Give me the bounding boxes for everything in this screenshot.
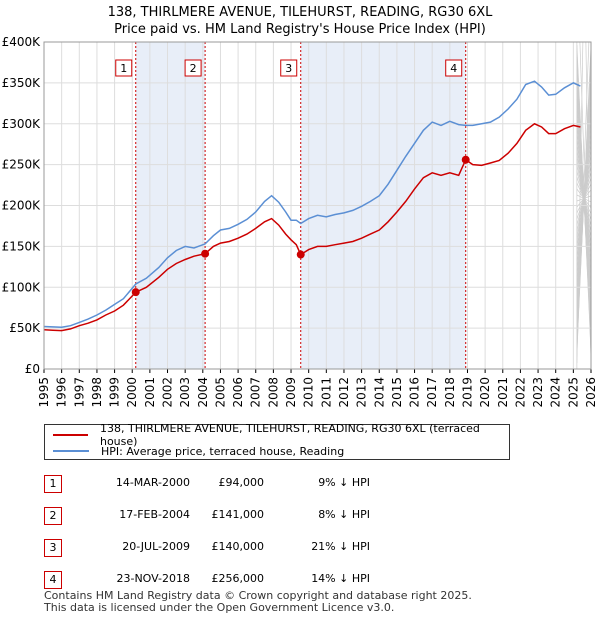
legend-label-property: 138, THIRLMERE AVENUE, TILEHURST, READIN… xyxy=(99,422,480,448)
x-tick-label: 1995 xyxy=(37,377,51,408)
x-tick-label: 2009 xyxy=(284,377,298,408)
y-tick-label: £50K xyxy=(9,321,41,335)
sale-date: 23-NOV-2018 xyxy=(116,572,190,585)
x-tick-label: 2021 xyxy=(496,377,510,408)
legend-item-hpi: HPI: Average price, terraced house, Read… xyxy=(53,443,344,459)
sale-marker-label: 3 xyxy=(285,62,292,75)
plot-border xyxy=(43,41,592,370)
footer-line1: Contains HM Land Registry data © Crown c… xyxy=(44,589,472,602)
x-tick-label: 2025 xyxy=(566,377,580,408)
legend-swatch-property xyxy=(53,434,88,436)
x-tick-label: 2010 xyxy=(302,377,316,408)
chart-title-line2: Price paid vs. HM Land Registry's House … xyxy=(114,22,486,37)
x-tick-label: 2001 xyxy=(143,377,157,408)
y-tick-label: £0 xyxy=(25,362,40,376)
y-tick-label: £100K xyxy=(2,280,42,294)
sale-marker-box xyxy=(115,59,133,77)
sale-number-badge: 4 xyxy=(44,571,62,589)
forecast-hatch xyxy=(579,41,592,358)
y-tick-label: £350K xyxy=(2,76,42,90)
sale-date: 20-JUL-2009 xyxy=(122,540,190,553)
sale-marker-box xyxy=(280,59,298,77)
x-tick-label: 2016 xyxy=(408,377,422,408)
x-tick-label: 2011 xyxy=(319,377,333,408)
y-tick-label: £400K xyxy=(2,35,42,49)
x-tick-label: 2000 xyxy=(125,377,139,408)
forecast-hatch xyxy=(585,41,592,364)
legend-label-hpi: HPI: Average price, terraced house, Read… xyxy=(101,444,345,458)
y-tick-label: £150K xyxy=(2,239,42,253)
sale-number-badge: 1 xyxy=(44,475,62,493)
x-tick-label: 1996 xyxy=(55,377,69,408)
sale-marker-box xyxy=(445,59,463,77)
sale-point xyxy=(201,249,210,258)
y-tick-label: £200K xyxy=(2,199,42,213)
sale-hpi-diff: 14% ↓ HPI xyxy=(311,572,370,585)
sale-price: £140,000 xyxy=(211,540,265,553)
sale-number-badge: 3 xyxy=(44,539,62,557)
sale-point xyxy=(461,155,470,164)
sale-point xyxy=(296,250,305,259)
table-row: 2 17-FEB-2004 £141,000 8% ↓ HPI xyxy=(40,501,500,533)
hpi-line xyxy=(43,80,581,329)
sale-marker-label: 2 xyxy=(190,62,197,75)
footer-line2: This data is licensed under the Open Gov… xyxy=(44,601,395,614)
legend-swatch-hpi xyxy=(53,450,89,452)
x-tick-label: 2007 xyxy=(249,377,263,408)
x-tick-label: 2004 xyxy=(196,377,210,408)
price-chart: £0 £50K £100K £150K £200K £250K £300K £350K £400… xyxy=(2,35,598,408)
x-tick-label: 1999 xyxy=(108,377,122,408)
x-tick-label: 2023 xyxy=(531,377,545,408)
x-tick-label: 2015 xyxy=(390,377,404,408)
x-tick-label: 2024 xyxy=(549,377,563,408)
sale-price: £256,000 xyxy=(211,572,265,585)
property-price-line xyxy=(43,122,581,332)
sale-point xyxy=(131,288,140,297)
x-tick-label: 2020 xyxy=(478,377,492,408)
table-row: 1 14-MAR-2000 £94,000 9% ↓ HPI xyxy=(40,469,500,501)
legend-item-property: 138, THIRLMERE AVENUE, TILEHURST, READIN… xyxy=(53,422,509,448)
table-row: 4 23-NOV-2018 £256,000 14% ↓ HPI xyxy=(40,565,500,597)
x-tick-label: 2022 xyxy=(513,377,527,408)
footer-attribution: Contains HM Land Registry data © Crown c… xyxy=(44,590,472,614)
sale-date: 14-MAR-2000 xyxy=(115,476,190,489)
x-tick-label: 2026 xyxy=(584,377,598,408)
sale-price: £94,000 xyxy=(218,476,265,489)
x-tick-label: 2018 xyxy=(443,377,457,408)
sale-marker-label: 4 xyxy=(450,62,457,75)
x-tick-label: 1997 xyxy=(72,377,86,408)
x-tick-label: 2008 xyxy=(266,377,280,408)
sale-marker-box xyxy=(184,59,202,77)
x-tick-label: 2014 xyxy=(372,377,386,408)
x-tick-label: 2012 xyxy=(337,377,351,408)
x-tick-label: 2005 xyxy=(213,377,227,408)
x-tick-label: 1998 xyxy=(90,377,104,408)
chart-title-line1: 138, THIRLMERE AVENUE, TILEHURST, READIN… xyxy=(107,5,493,20)
x-tick-label: 2003 xyxy=(178,377,192,408)
sale-hpi-diff: 21% ↓ HPI xyxy=(311,540,370,553)
chart-legend: 138, THIRLMERE AVENUE, TILEHURST, READIN… xyxy=(44,422,510,460)
sale-hpi-diff: 8% ↓ HPI xyxy=(318,508,370,521)
y-tick-label: £250K xyxy=(2,158,42,172)
x-tick-label: 2019 xyxy=(460,377,474,408)
table-row: 3 20-JUL-2009 £140,000 21% ↓ HPI xyxy=(40,533,500,565)
y-tick-label: £300K xyxy=(2,117,42,131)
x-tick-label: 2013 xyxy=(355,377,369,408)
sale-hpi-diff: 9% ↓ HPI xyxy=(318,476,370,489)
sale-number-badge: 2 xyxy=(44,507,62,525)
sale-date: 17-FEB-2004 xyxy=(119,508,190,521)
x-tick-label: 2002 xyxy=(161,377,175,408)
sale-price: £141,000 xyxy=(211,508,265,521)
sale-marker-label: 1 xyxy=(120,62,127,75)
x-tick-label: 2017 xyxy=(425,377,439,408)
x-tick-label: 2006 xyxy=(231,377,245,408)
